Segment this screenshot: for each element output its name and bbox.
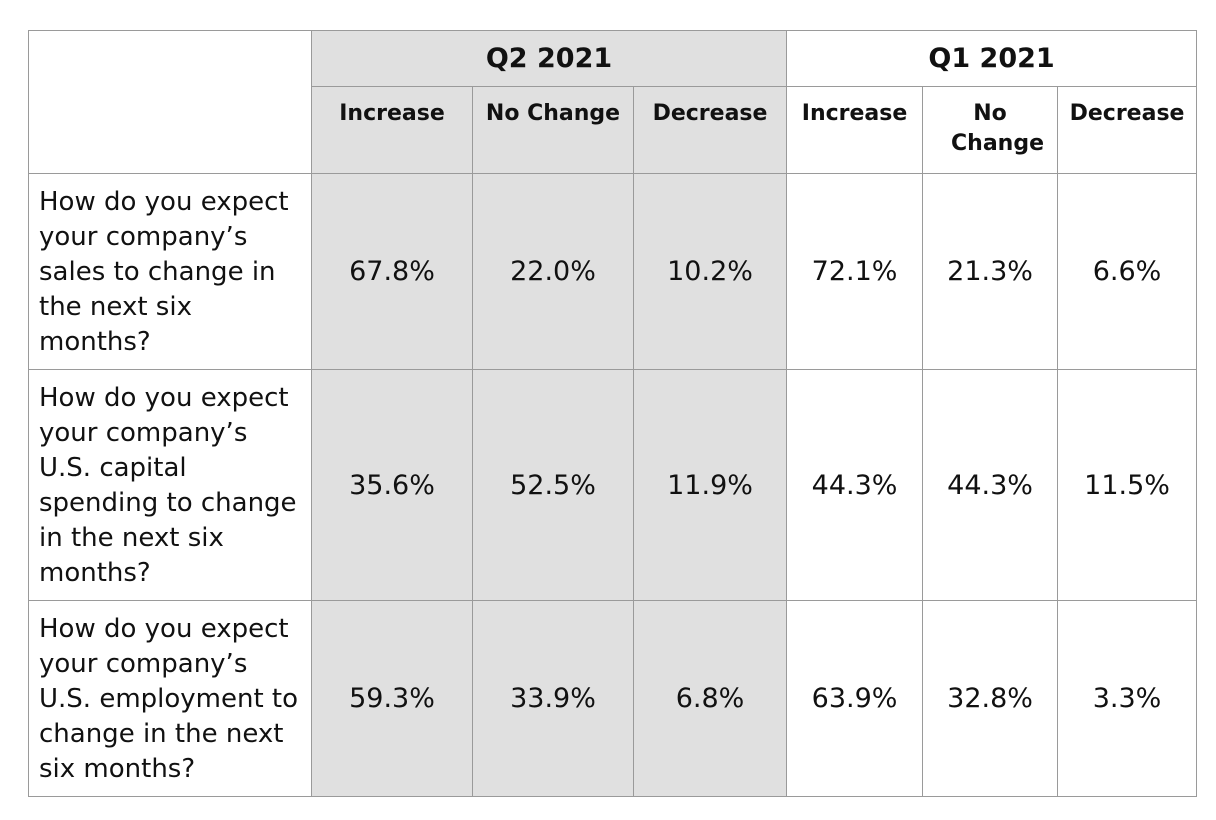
period-header-row: Q2 2021 Q1 2021 xyxy=(28,30,1198,174)
cell-q2-increase: 59.3% xyxy=(311,600,473,797)
period-header-q1-2021: Q1 2021 xyxy=(786,30,1198,87)
cell-q1-increase: 63.9% xyxy=(786,600,924,797)
corner-cell xyxy=(28,30,312,174)
col-header-q2-decrease: Decrease xyxy=(632,86,788,174)
table-row-sales: How do you expect your company’s sales t… xyxy=(28,173,1198,370)
question-sales: How do you expect your company’s sales t… xyxy=(28,173,312,370)
cell-q1-decrease: 11.5% xyxy=(1057,369,1198,601)
cell-q1-no-change: 44.3% xyxy=(922,369,1059,601)
cell-q2-increase: 67.8% xyxy=(311,173,473,370)
cell-q1-increase: 72.1% xyxy=(786,173,924,370)
cell-q1-increase: 44.3% xyxy=(786,369,924,601)
cell-q1-no-change: 21.3% xyxy=(922,173,1059,370)
cell-q2-no-change: 22.0% xyxy=(472,173,634,370)
col-header-q1-decrease: Decrease xyxy=(1057,86,1198,174)
period-header-q2-2021: Q2 2021 xyxy=(310,30,788,87)
cell-q2-decrease: 6.8% xyxy=(632,600,788,797)
question-capital-spending: How do you expect your company’s U.S. ca… xyxy=(28,369,312,601)
survey-results-table: Q2 2021 Q1 2021 Increase No Change Decre… xyxy=(28,30,1198,797)
col-header-q2-no-change: No Change xyxy=(472,86,634,174)
table-row-capital-spending: How do you expect your company’s U.S. ca… xyxy=(28,369,1198,601)
col-header-q2-increase: Increase xyxy=(311,86,473,174)
column-header-row: Increase No Change Decrease Increase No … xyxy=(29,86,1198,174)
cell-q2-decrease: 10.2% xyxy=(632,173,788,370)
cell-q2-no-change: 52.5% xyxy=(472,369,634,601)
cell-q2-decrease: 11.9% xyxy=(632,369,788,601)
col-header-q1-no-change: No Change xyxy=(922,86,1059,174)
cell-q1-decrease: 6.6% xyxy=(1057,173,1198,370)
cell-q1-decrease: 3.3% xyxy=(1057,600,1198,797)
cell-q2-increase: 35.6% xyxy=(311,369,473,601)
col-header-q1-increase: Increase xyxy=(786,86,924,174)
question-employment: How do you expect your company’s U.S. em… xyxy=(28,600,312,797)
cell-q1-no-change: 32.8% xyxy=(922,600,1059,797)
cell-q2-no-change: 33.9% xyxy=(472,600,634,797)
table-row-employment: How do you expect your company’s U.S. em… xyxy=(28,600,1198,797)
